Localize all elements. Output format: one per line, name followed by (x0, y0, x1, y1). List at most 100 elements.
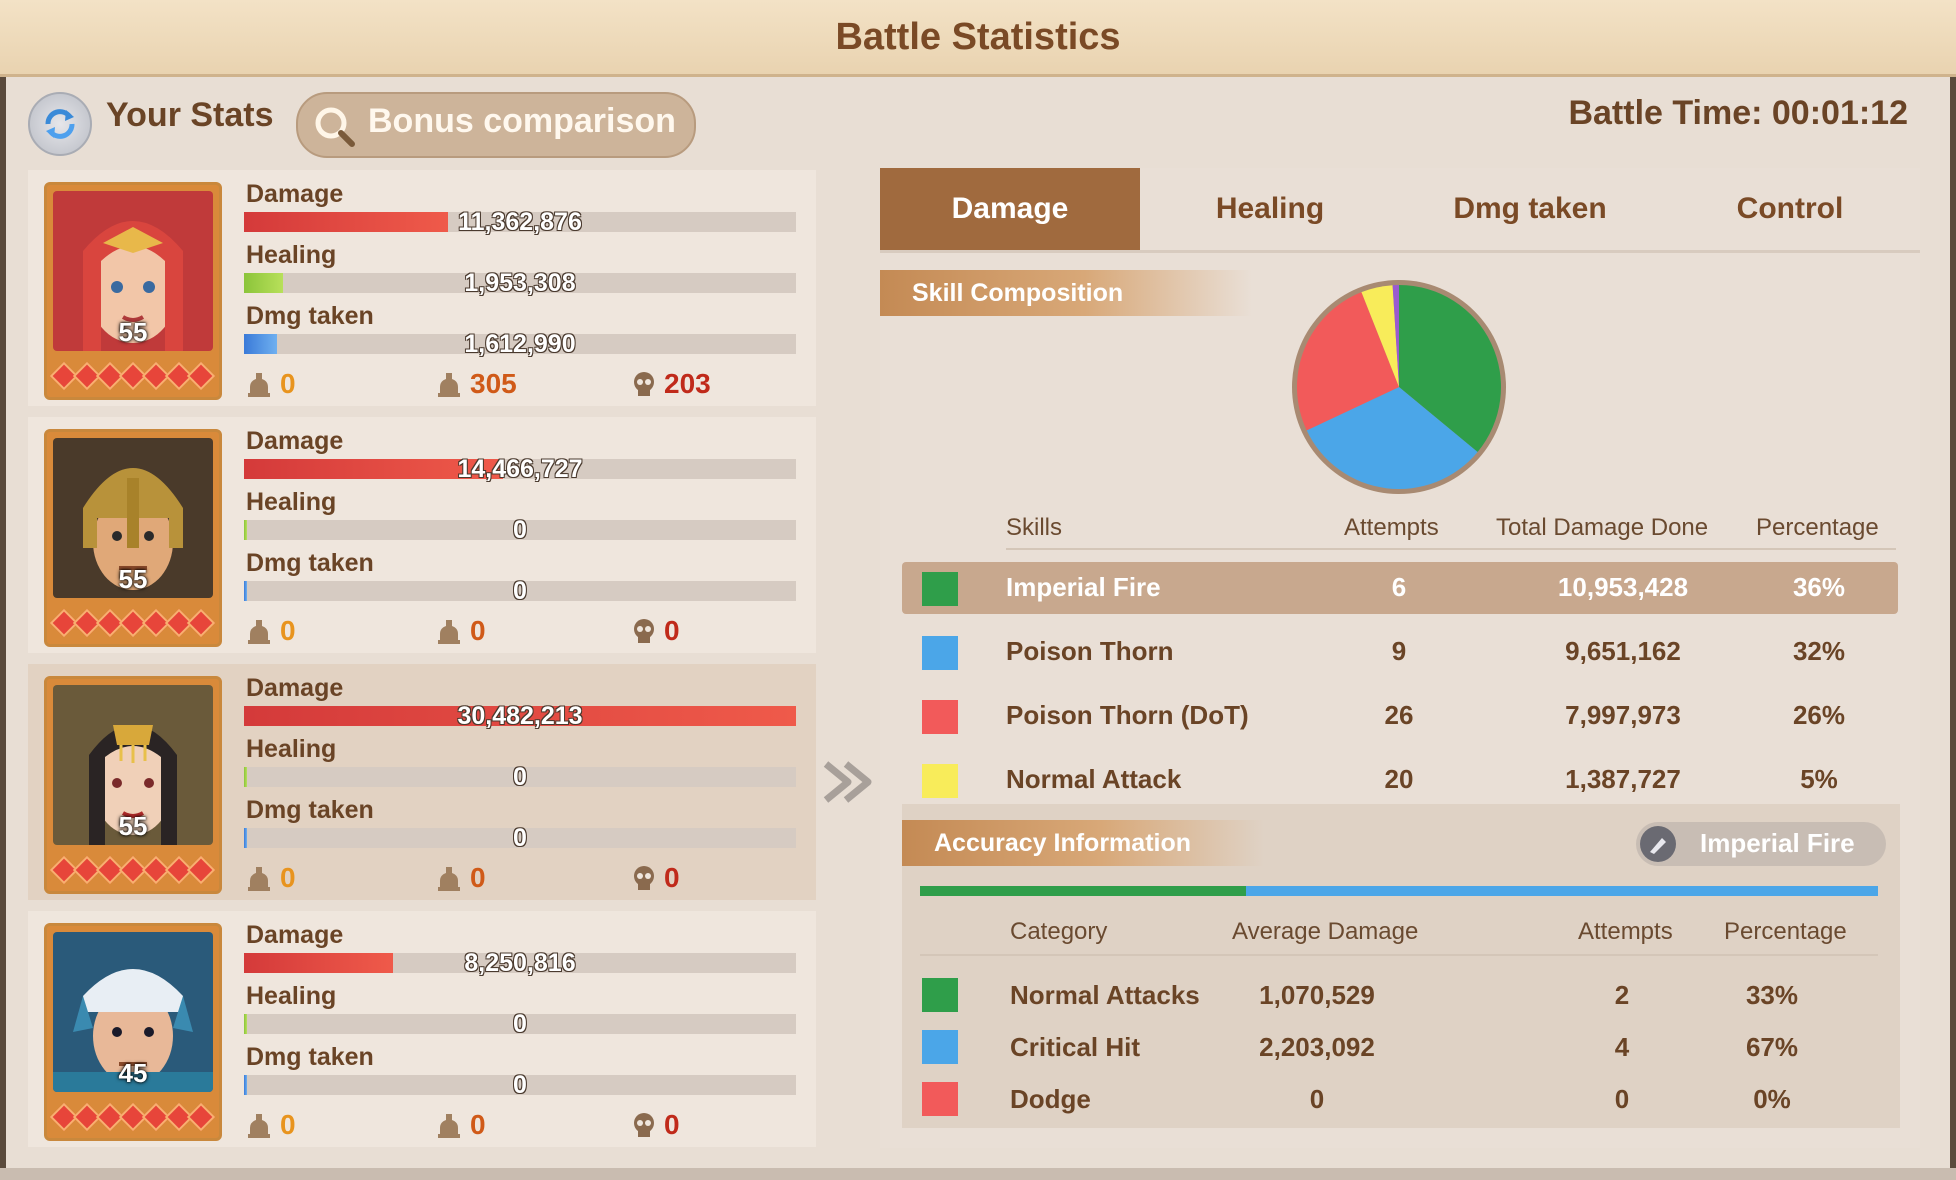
accuracy-category: Normal Attacks (1010, 980, 1200, 1010)
healing-value: 0 (513, 516, 527, 544)
dmg-taken-bar-fill (244, 828, 248, 848)
healing-bar: 0 (244, 763, 796, 791)
total-damage-header: Total Damage Done (1496, 514, 1709, 541)
star-icon (187, 361, 216, 391)
tab-divider (880, 250, 1920, 253)
healing-bar-fill (244, 767, 248, 787)
tab-control[interactable]: Control (1736, 192, 1844, 225)
your-stats-label: Your Stats (106, 96, 274, 134)
dmg-taken-label: Dmg taken (246, 796, 374, 824)
healing-bar: 1,953,308 (244, 269, 796, 297)
bonus-comparison-button[interactable]: Bonus comparison (296, 92, 696, 158)
accuracy-category: Critical Hit (1010, 1032, 1141, 1062)
skill-row[interactable]: Normal Attack 20 1,387,727 5% (902, 754, 1898, 806)
kill-stat-dead: 203 (630, 368, 711, 400)
hero-stars (50, 855, 216, 885)
boot-kill-icon (248, 1114, 270, 1138)
accuracy-row: Normal Attacks 1,070,529 2 33% (902, 972, 1900, 1020)
hero-portrait[interactable]: 55 (44, 429, 222, 647)
kill-count-severe: 305 (470, 368, 517, 399)
accuracy-attempts: 0 (1614, 1084, 1630, 1114)
kill-count-dead: 0 (664, 1109, 680, 1140)
accuracy-color-swatch (922, 978, 958, 1012)
star-icon (187, 855, 216, 885)
boot-kill-icon (248, 867, 270, 891)
accuracy-average-damage: 2,203,092 (1259, 1032, 1375, 1062)
dmg-taken-value: 1,612,990 (464, 330, 576, 358)
kill-stat-severe: 0 (434, 615, 486, 647)
swap-view-button[interactable] (28, 92, 92, 156)
kill-count-severe: 0 (470, 1109, 486, 1140)
damage-value: 30,482,213 (457, 702, 583, 730)
skill-attempts: 20 (1384, 764, 1414, 794)
damage-bar-fill (244, 706, 796, 726)
healing-value: 0 (513, 763, 527, 791)
skill-name: Poison Thorn (DoT) (1006, 700, 1249, 730)
hero-level: 55 (118, 317, 148, 347)
skill-total-damage: 10,953,428 (1557, 572, 1689, 602)
pie-slice (1297, 292, 1399, 431)
skill-row[interactable]: Imperial Fire 6 10,953,428 36% (902, 562, 1898, 614)
dmg-taken-value: 0 (513, 577, 527, 605)
boot-kill-icon (248, 373, 270, 397)
accuracy-skill-name: Imperial Fire (1700, 828, 1855, 858)
magnifier-icon (315, 107, 355, 147)
tab-dmg-taken[interactable]: Dmg taken (1453, 192, 1607, 225)
skill-percentage: 5% (1800, 764, 1838, 794)
kill-stat-severe: 305 (434, 368, 517, 400)
kill-count-dead: 203 (664, 368, 711, 399)
kill-count-dead: 0 (664, 862, 680, 893)
skill-icon (1640, 826, 1676, 862)
skull-icon (634, 619, 654, 643)
skill-attempts: 9 (1391, 636, 1407, 666)
hero-portrait[interactable]: 55 (44, 182, 222, 400)
expand-arrow-icon[interactable] (822, 756, 878, 808)
accuracy-average-damage: 0 (1309, 1084, 1325, 1114)
details-panel: Damage Healing Dmg taken Control Skill C… (880, 168, 1920, 1148)
skill-total-damage: 1,387,727 (1565, 764, 1681, 794)
accuracy-row: Critical Hit 2,203,092 4 67% (902, 1024, 1900, 1072)
hero-portrait[interactable]: 55 (44, 676, 222, 894)
hero-card[interactable]: 55 Damage 30,482,213 Healing 0 Dmg taken 0 0 0 0 (28, 664, 816, 900)
refresh-icon (45, 109, 75, 139)
skill-percentage: 32% (1792, 636, 1846, 666)
hero-card[interactable]: 55 Damage 11,362,876 Healing 1,953,308 Dmg ta… (28, 170, 816, 406)
hero-portrait-image (53, 685, 213, 845)
attempts-header: Attempts (1344, 514, 1439, 541)
accuracy-attempts-header: Attempts (1578, 918, 1673, 945)
healing-bar-fill (244, 520, 248, 540)
hero-card[interactable]: 45 Damage 8,250,816 Healing 0 Dmg taken 0 0 0 0 (28, 911, 816, 1147)
kill-count-light: 0 (280, 862, 296, 893)
hero-portrait[interactable]: 45 (44, 923, 222, 1141)
healing-label: Healing (246, 982, 337, 1010)
skill-color-swatch (922, 636, 958, 670)
accuracy-category: Dodge (1010, 1084, 1091, 1114)
dmg-taken-bar: 0 (244, 577, 796, 605)
skill-color-swatch (922, 572, 958, 606)
hero-card[interactable]: 55 Damage 14,466,727 Healing 0 Dmg taken 0 0 0 0 (28, 417, 816, 653)
tab-healing[interactable]: Healing (1215, 192, 1325, 225)
skill-composition-pie-chart (1292, 280, 1506, 494)
kill-count-severe: 0 (470, 615, 486, 646)
skills-header: Skills (1006, 514, 1063, 541)
healing-bar: 0 (244, 1010, 796, 1038)
tab-damage[interactable]: Damage (880, 168, 1140, 250)
hero-level: 55 (118, 564, 148, 594)
accuracy-skill-selector[interactable]: Imperial Fire (1636, 822, 1886, 866)
pie-slice (1306, 387, 1478, 489)
skill-row[interactable]: Poison Thorn (DoT) 26 7,997,973 26% (902, 690, 1898, 742)
skill-name: Normal Attack (1006, 764, 1182, 794)
skill-row[interactable]: Poison Thorn 9 9,651,162 32% (902, 626, 1898, 678)
healing-value: 1,953,308 (464, 269, 576, 297)
accuracy-percentage: 33% (1745, 980, 1799, 1010)
healing-bar: 0 (244, 516, 796, 544)
average-damage-header: Average Damage (1232, 918, 1419, 945)
hero-level: 55 (118, 811, 148, 841)
skull-icon (634, 372, 654, 396)
accuracy-bar-normal-segment (920, 886, 1246, 896)
hero-portrait-image (53, 438, 213, 598)
skill-total-damage: 9,651,162 (1565, 636, 1681, 666)
damage-value: 14,466,727 (457, 455, 583, 483)
boot-kill-icon (438, 620, 460, 644)
hero-stars (50, 361, 216, 391)
